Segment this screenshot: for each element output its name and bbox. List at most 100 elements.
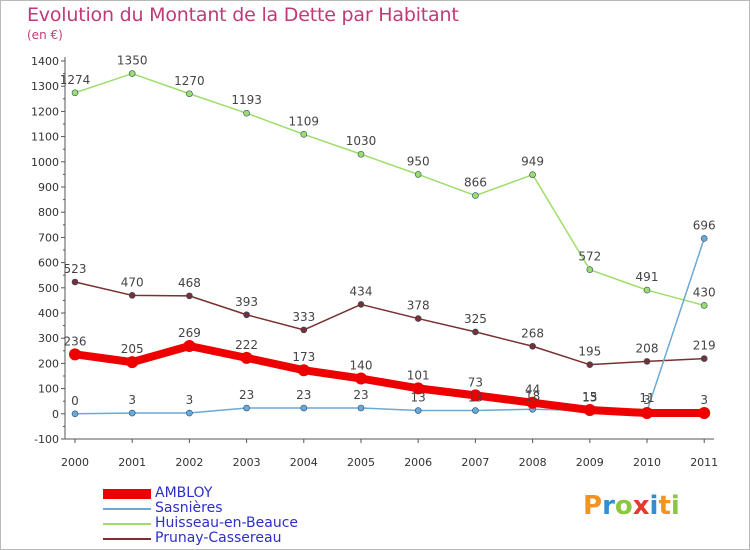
x-tick-label: 2005: [347, 456, 375, 469]
data-label: 23: [296, 388, 311, 402]
y-tick-label: 1300: [31, 80, 59, 93]
data-label: 268: [521, 326, 544, 340]
data-point: [412, 382, 425, 395]
data-label: 13: [411, 391, 426, 405]
data-point: [297, 364, 310, 377]
data-point: [126, 356, 139, 369]
data-label: 15: [582, 390, 597, 404]
y-tick-label: 1200: [31, 105, 59, 118]
data-label: 950: [407, 154, 430, 168]
data-label: 3: [128, 393, 136, 407]
data-label: 1270: [174, 74, 205, 88]
data-point: [469, 389, 482, 402]
data-point: [643, 286, 651, 294]
y-tick-label: 600: [38, 257, 59, 270]
legend-item: Sasnières: [103, 500, 363, 516]
data-point: [71, 89, 79, 97]
data-point: [71, 278, 79, 286]
data-label: 1350: [117, 54, 148, 68]
data-point: [240, 351, 253, 364]
chart-unit: (en €): [27, 28, 63, 42]
legend-item: Huisseau-en-Beauce: [103, 515, 363, 531]
x-tick-label: 2001: [118, 456, 146, 469]
y-tick-label: 300: [38, 332, 59, 345]
series-line-3: [74, 281, 705, 366]
x-tick-label: 2009: [576, 456, 604, 469]
data-label: 219: [693, 339, 716, 353]
data-label: 3: [700, 393, 708, 407]
y-tick-label: 500: [38, 282, 59, 295]
data-point: [472, 192, 479, 199]
data-point: [183, 340, 196, 353]
data-label: 572: [578, 250, 601, 264]
data-label: 1193: [231, 93, 262, 107]
series-line-2: [74, 72, 705, 307]
data-point: [586, 266, 594, 273]
data-label: 1030: [346, 134, 377, 148]
data-point: [243, 311, 250, 319]
y-tick-label: -100: [34, 433, 59, 446]
legend-swatch: [103, 489, 151, 499]
data-point: [69, 348, 81, 361]
data-point: [472, 407, 479, 414]
data-point: [414, 171, 422, 178]
proxiti-logo: Proxiti: [583, 491, 680, 521]
legend-item: AMBLOY: [103, 485, 363, 501]
data-point: [414, 315, 422, 322]
data-point: [583, 404, 596, 417]
data-label: 205: [121, 342, 144, 356]
data-label: 468: [178, 276, 201, 290]
data-label: 3: [186, 393, 194, 407]
legend-item: Prunay-Cassereau: [103, 530, 363, 546]
data-label: 325: [464, 312, 487, 326]
data-label: 18: [525, 389, 540, 403]
x-tick-label: 2007: [461, 456, 489, 469]
data-label: 13: [468, 391, 483, 405]
data-label: 491: [636, 270, 659, 284]
y-tick-label: 400: [38, 307, 59, 320]
data-label: 101: [407, 368, 430, 382]
data-point: [186, 292, 193, 300]
series-line-0: [71, 342, 709, 418]
x-tick-label: 2000: [61, 456, 89, 469]
data-point: [355, 372, 367, 385]
legend-swatch: [103, 523, 151, 525]
legend-swatch: [103, 508, 151, 510]
y-tick-label: 700: [38, 231, 59, 244]
data-point: [186, 409, 193, 417]
data-label: 208: [636, 341, 659, 355]
data-point: [357, 301, 365, 308]
data-point: [128, 292, 136, 299]
data-label: 11: [639, 391, 654, 405]
data-point: [700, 302, 708, 309]
data-point: [698, 407, 711, 420]
data-point: [643, 358, 651, 365]
y-tick-label: 0: [52, 408, 59, 421]
data-point: [243, 109, 250, 117]
y-tick-label: 1400: [31, 55, 59, 68]
data-label: 523: [64, 262, 87, 276]
data-point: [586, 361, 594, 368]
data-point: [300, 404, 308, 412]
data-label: 949: [521, 155, 544, 169]
data-label: 1109: [289, 114, 320, 128]
data-label: 44: [525, 383, 540, 397]
x-tick-label: 2011: [690, 456, 718, 469]
data-point: [700, 235, 708, 242]
legend-swatch: [103, 538, 151, 540]
y-tick-label: 1000: [31, 156, 59, 169]
data-label: 73: [468, 375, 483, 389]
data-label: 393: [235, 295, 258, 309]
data-point: [71, 410, 79, 418]
x-tick-label: 2004: [290, 456, 318, 469]
data-point: [700, 355, 708, 362]
data-point: [526, 396, 539, 409]
y-tick-label: 900: [38, 181, 59, 194]
data-label: 378: [407, 299, 430, 313]
data-label: 269: [178, 326, 201, 340]
data-label: 140: [350, 359, 373, 373]
legend-label: Huisseau-en-Beauce: [155, 515, 299, 531]
data-label: 430: [693, 285, 716, 299]
